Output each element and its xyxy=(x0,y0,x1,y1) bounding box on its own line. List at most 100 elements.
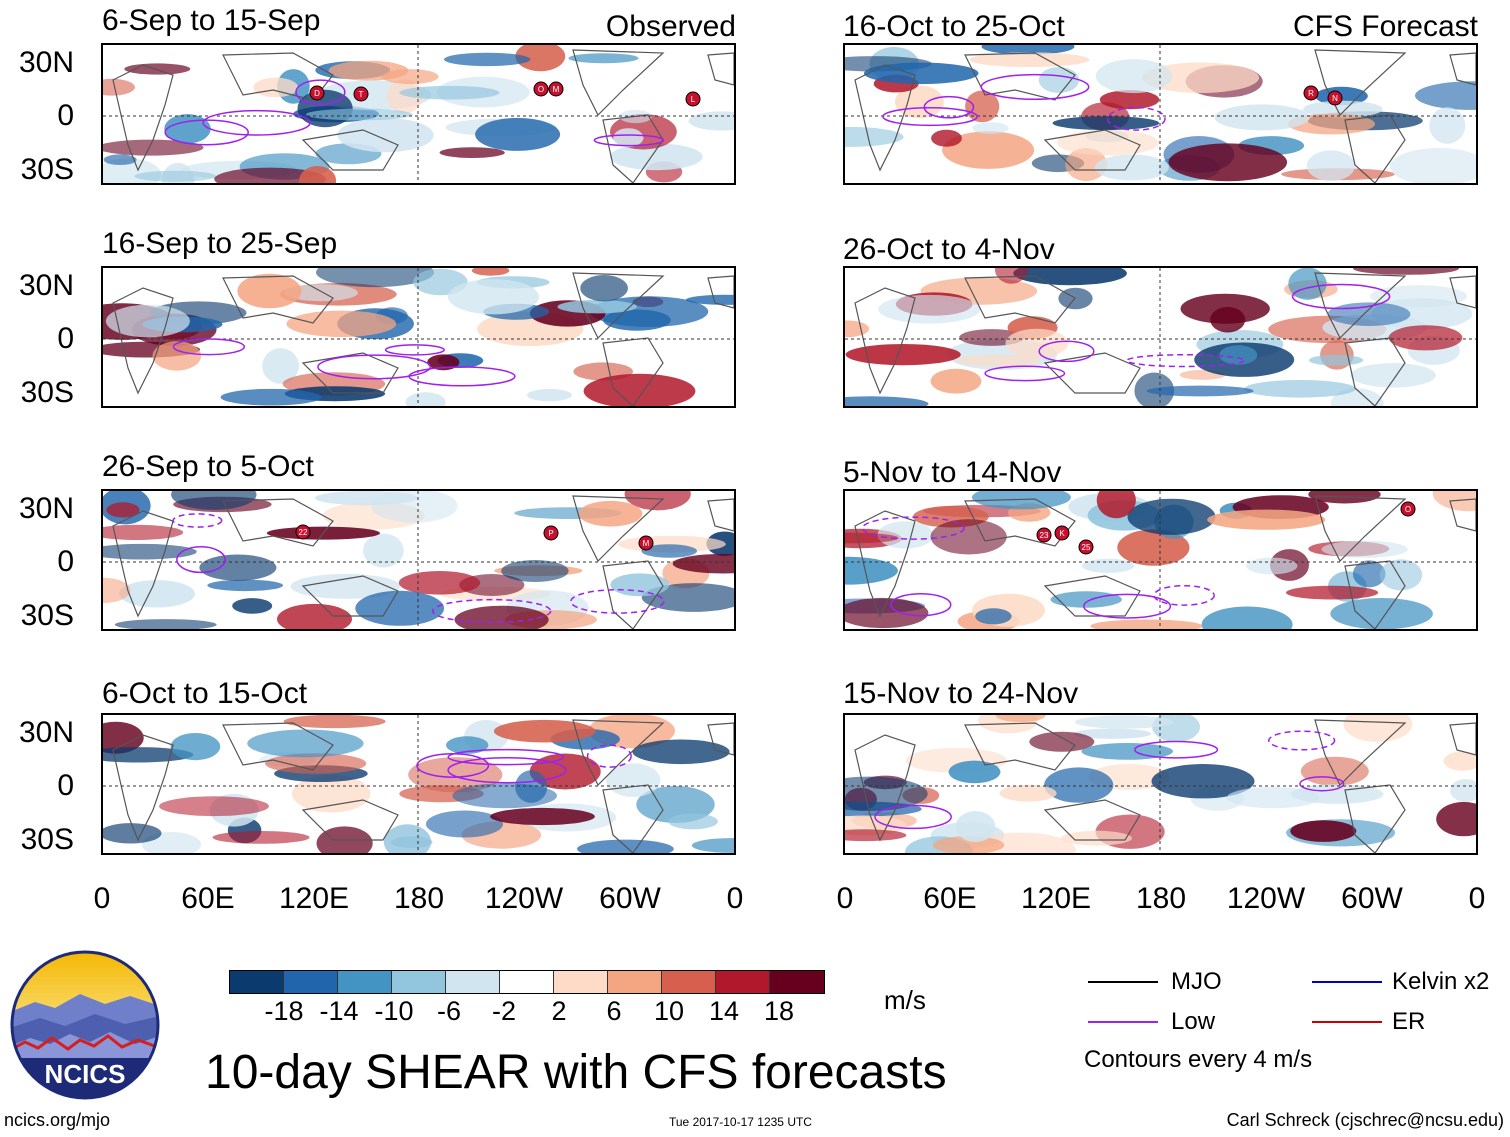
shear-anomaly xyxy=(691,838,734,853)
coastline xyxy=(301,575,399,617)
shear-anomaly xyxy=(641,544,697,558)
shear-anomaly xyxy=(103,543,197,560)
colorbar-swatch xyxy=(338,971,392,993)
shear-anomaly xyxy=(471,268,510,276)
shear-anomaly xyxy=(632,739,730,765)
storm-marker: T xyxy=(353,86,369,102)
shear-anomaly xyxy=(527,388,572,402)
shear-anomaly xyxy=(999,784,1057,802)
panel-title: 15-Nov to 24-Nov xyxy=(843,677,1079,710)
coastline xyxy=(1314,719,1407,787)
coastline xyxy=(301,352,399,394)
shear-anomaly xyxy=(948,760,1001,784)
svg-text:D: D xyxy=(314,89,320,98)
low-contour xyxy=(447,756,567,784)
main-title: 10-day SHEAR with CFS forecasts xyxy=(205,1046,947,1099)
svg-text:P: P xyxy=(548,529,553,538)
shear-anomaly xyxy=(1352,560,1386,588)
svg-text:23: 23 xyxy=(1040,531,1049,540)
storm-marker: D xyxy=(309,85,325,101)
lat-label: 30S xyxy=(20,376,74,409)
low-contour xyxy=(593,134,665,147)
shear-anomaly xyxy=(283,715,386,729)
lat-label: 30S xyxy=(20,599,74,632)
lon-label: 60E xyxy=(181,882,235,915)
lat-label: 30S xyxy=(20,153,74,186)
shear-anomaly xyxy=(170,733,221,761)
lon-label: 60W xyxy=(599,882,661,915)
shear-anomaly xyxy=(557,300,637,314)
storm-marker: O xyxy=(533,81,549,97)
footer-url[interactable]: ncics.org/mjo xyxy=(4,1110,111,1130)
shear-anomaly xyxy=(1052,116,1160,130)
shear-anomaly xyxy=(152,341,202,371)
shear-anomaly xyxy=(930,519,1007,555)
storm-marker: O xyxy=(1400,501,1416,517)
kelvin-line xyxy=(1312,981,1382,983)
colorbar-swatch xyxy=(392,971,446,993)
shear-anomaly xyxy=(103,154,137,165)
shear-anomaly xyxy=(1210,306,1246,333)
coastline xyxy=(1449,275,1476,309)
colorbar-swatch xyxy=(716,971,770,993)
shear-anomaly xyxy=(265,753,367,774)
svg-text:O: O xyxy=(1405,505,1411,514)
shear-anomaly xyxy=(877,521,934,549)
coastline xyxy=(964,498,1076,547)
shear-anomaly xyxy=(1074,715,1174,729)
shear-anomaly xyxy=(386,79,423,114)
storm-marker: L xyxy=(685,91,701,107)
shear-anomaly xyxy=(114,619,217,629)
coastline xyxy=(1314,495,1407,563)
low-line xyxy=(1088,1021,1158,1023)
coastline xyxy=(964,722,1076,771)
shear-anomaly xyxy=(253,77,299,98)
shear-anomaly xyxy=(1244,380,1356,398)
shear-anomaly xyxy=(931,129,962,147)
panel-title: 5-Nov to 14-Nov xyxy=(843,456,1062,489)
shear-anomaly xyxy=(568,53,639,64)
shear-anomaly xyxy=(207,579,284,592)
shear-anomaly xyxy=(475,117,561,151)
svg-text:K: K xyxy=(1059,529,1065,538)
shear-anomaly xyxy=(610,573,670,597)
colorbar-tick: -6 xyxy=(436,996,462,1026)
colorbar-tick: 14 xyxy=(708,996,740,1026)
lat-label: 0 xyxy=(57,99,74,132)
mjo-label: MJO xyxy=(1171,968,1222,995)
shear-anomaly xyxy=(1168,143,1288,182)
lon-label: 0 xyxy=(93,882,111,915)
shear-anomaly xyxy=(1286,585,1379,600)
shear-anomaly xyxy=(972,122,1009,134)
shear-anomaly xyxy=(845,396,929,406)
coastline xyxy=(707,52,734,86)
shear-anomaly xyxy=(956,354,1041,367)
coastline xyxy=(964,52,1076,101)
panel-title: 6-Oct to 15-Oct xyxy=(102,677,308,710)
shear-anomaly xyxy=(493,719,596,743)
colorbar-tick: -18 xyxy=(264,996,304,1026)
colorbar-units: m/s xyxy=(884,985,926,1015)
shear-anomaly xyxy=(1151,764,1255,799)
low-contour xyxy=(890,592,952,617)
shear-anomaly xyxy=(1450,779,1476,802)
low-contour xyxy=(980,73,1090,100)
shear-anomaly xyxy=(863,62,979,85)
shear-anomaly xyxy=(1057,129,1159,156)
shear-anomaly xyxy=(199,554,277,581)
low-contour xyxy=(1134,740,1219,759)
coastline xyxy=(572,49,665,117)
shear-anomaly xyxy=(1300,756,1369,786)
lon-label: 60E xyxy=(923,882,977,915)
lon-label: 0 xyxy=(836,882,854,915)
low-contour xyxy=(861,516,965,540)
lat-label: 30N xyxy=(18,46,74,79)
shear-anomaly xyxy=(580,275,628,302)
mjo-line xyxy=(1088,981,1158,983)
shear-anomaly xyxy=(1127,498,1216,535)
low-contour xyxy=(1106,106,1166,131)
coastline xyxy=(1449,498,1476,532)
shear-anomaly xyxy=(405,392,446,406)
shear-anomaly xyxy=(103,747,194,763)
